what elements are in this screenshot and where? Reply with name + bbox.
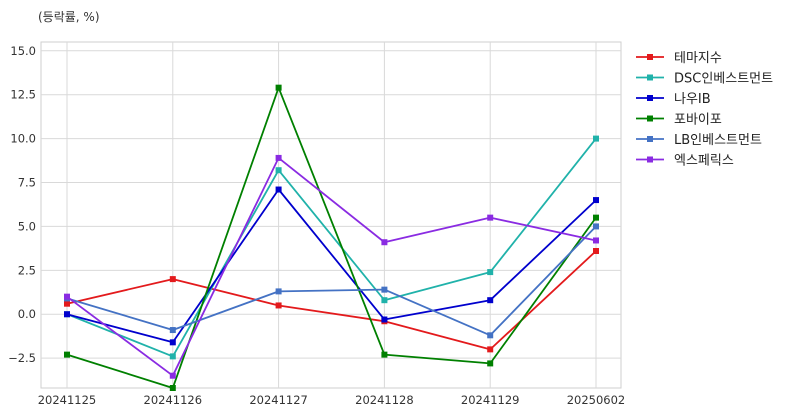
- data-point: [593, 237, 599, 244]
- data-point: [169, 372, 176, 379]
- legend-swatch-marker: [647, 115, 653, 122]
- unit-label: (등락률, %): [38, 10, 100, 24]
- series-line: [66, 250, 597, 351]
- data-point: [487, 214, 494, 221]
- data-point: [64, 351, 70, 358]
- legend-swatch-marker: [647, 156, 653, 163]
- data-point: [169, 353, 176, 360]
- data-point: [487, 269, 494, 276]
- data-point: [381, 351, 388, 358]
- data-point: [64, 311, 70, 318]
- data-point: [275, 84, 282, 91]
- x-tick-label: 20250602: [567, 393, 626, 407]
- data-point: [275, 154, 282, 161]
- data-point: [381, 239, 388, 246]
- series-line: [66, 138, 597, 358]
- x-tick-label: 20241126: [144, 393, 203, 407]
- x-tick-label: 20241128: [355, 393, 414, 407]
- data-point: [275, 288, 282, 295]
- y-tick-label: 10.0: [10, 132, 36, 146]
- data-point: [275, 167, 282, 174]
- series-group: [64, 84, 599, 391]
- data-point: [381, 297, 388, 304]
- y-tick-label: 2.5: [18, 263, 36, 277]
- x-tick-label: 20241129: [461, 393, 520, 407]
- legend-label: 테마지수: [674, 51, 722, 66]
- data-point: [169, 339, 176, 346]
- y-tick-label: 7.5: [18, 176, 36, 190]
- data-point: [169, 327, 176, 334]
- legend-swatch-marker: [647, 54, 653, 60]
- data-point: [593, 135, 599, 142]
- plot-area: [40, 41, 622, 389]
- y-tick-label: 12.5: [10, 88, 36, 102]
- data-point: [487, 346, 494, 353]
- data-point: [593, 223, 599, 230]
- y-axis: −2.5 0.0 2.5 5.0 7.5 10.0 12.5 15.0: [8, 44, 36, 365]
- legend-label: 엑스페릭스: [674, 154, 734, 169]
- data-point: [593, 197, 599, 204]
- data-point: [381, 316, 388, 323]
- legend-label: DSC인베스트먼트: [674, 72, 773, 87]
- data-point: [64, 300, 70, 307]
- series-line: [66, 86, 597, 389]
- data-point: [64, 293, 70, 300]
- x-axis: 20241125 20241126 20241127 20241128 20241129…: [38, 393, 626, 407]
- grid-lines: [41, 42, 621, 388]
- legend-label: LB인베스트먼트: [674, 133, 762, 148]
- y-tick-label: 5.0: [18, 219, 36, 233]
- data-point: [381, 286, 388, 293]
- data-point: [487, 332, 494, 339]
- series-line: [66, 188, 597, 344]
- data-point: [487, 297, 494, 304]
- legend-label: 포바이포: [674, 113, 722, 128]
- data-point: [593, 214, 599, 221]
- data-point: [275, 186, 282, 193]
- legend-swatch-marker: [647, 136, 653, 142]
- data-point: [593, 248, 599, 255]
- y-tick-label: 15.0: [10, 44, 36, 58]
- series-line: [66, 156, 597, 377]
- data-point: [487, 360, 494, 367]
- x-tick-label: 20241125: [38, 393, 97, 407]
- legend-swatch-marker: [647, 95, 653, 101]
- y-tick-label: −2.5: [8, 351, 36, 365]
- legend-label: 나우IB: [674, 92, 711, 107]
- data-point: [169, 385, 176, 391]
- legend-swatch-marker: [647, 74, 653, 81]
- x-tick-label: 20241127: [249, 393, 308, 407]
- y-tick-label: 0.0: [18, 307, 36, 321]
- data-point: [275, 302, 282, 309]
- series-line: [66, 225, 597, 337]
- data-point: [169, 276, 176, 283]
